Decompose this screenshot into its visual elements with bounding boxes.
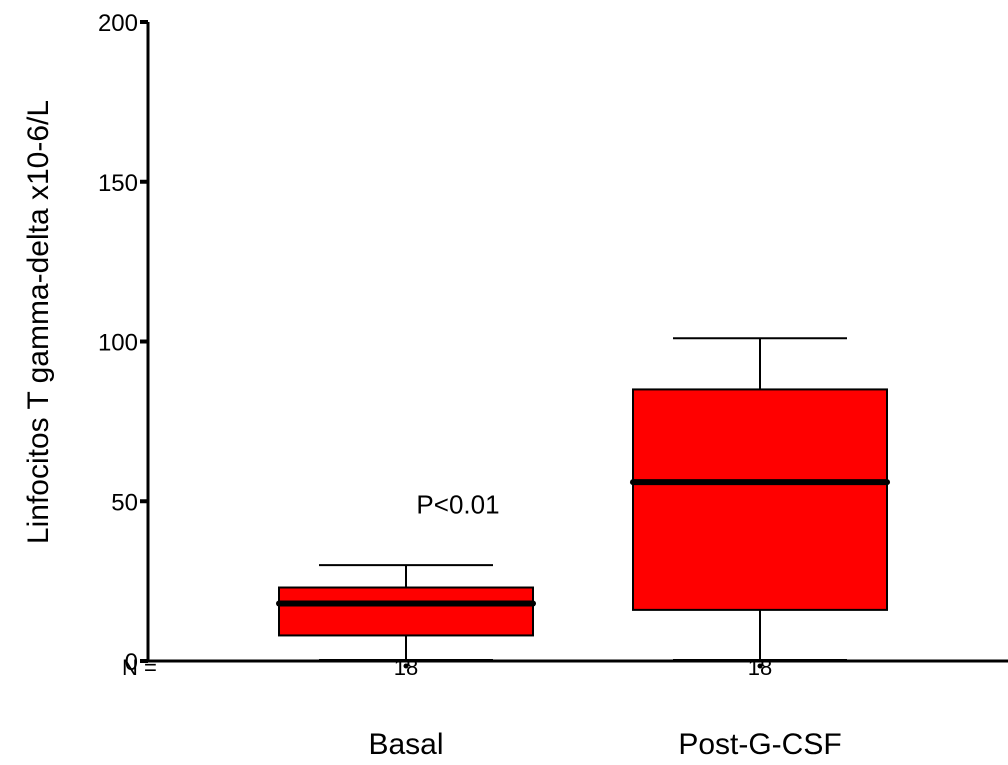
x-category-label: Basal xyxy=(368,728,443,761)
iqr-box xyxy=(632,388,888,611)
p-value-annotation: P<0.01 xyxy=(416,489,499,519)
x-tick-mark xyxy=(403,663,409,669)
box-group-2: 18 Post-G-CSF xyxy=(630,337,890,761)
y-tick-label: 50 xyxy=(111,489,138,516)
y-axis-label: Linfocitos T gamma-delta x10-6/L xyxy=(22,100,55,544)
boxes: 18 Basal 18 Post-G-CSF xyxy=(276,337,890,761)
y-ticks: 0 50 100 150 200 xyxy=(98,10,148,676)
y-tick-label: 0 xyxy=(125,649,138,676)
iqr-box xyxy=(278,586,534,637)
box-group-1: 18 Basal xyxy=(276,564,536,761)
n-count-label: 18 xyxy=(394,655,418,680)
y-tick-label: 200 xyxy=(98,10,138,37)
y-tick-label: 100 xyxy=(98,330,138,357)
x-category-label: Post-G-CSF xyxy=(678,728,841,761)
n-prefix-label: N = xyxy=(122,655,157,680)
x-tick-mark xyxy=(757,663,763,669)
n-count-label: 18 xyxy=(748,655,772,680)
y-tick-label: 150 xyxy=(98,170,138,197)
